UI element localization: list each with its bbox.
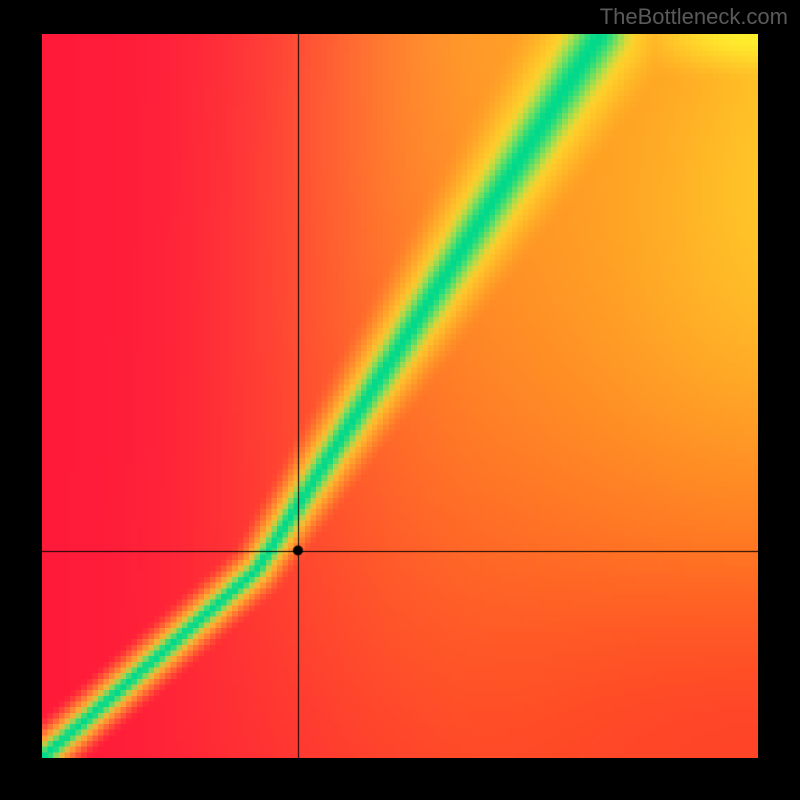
crosshair-overlay <box>42 34 758 758</box>
watermark-text: TheBottleneck.com <box>600 4 788 30</box>
plot-area <box>42 34 758 758</box>
